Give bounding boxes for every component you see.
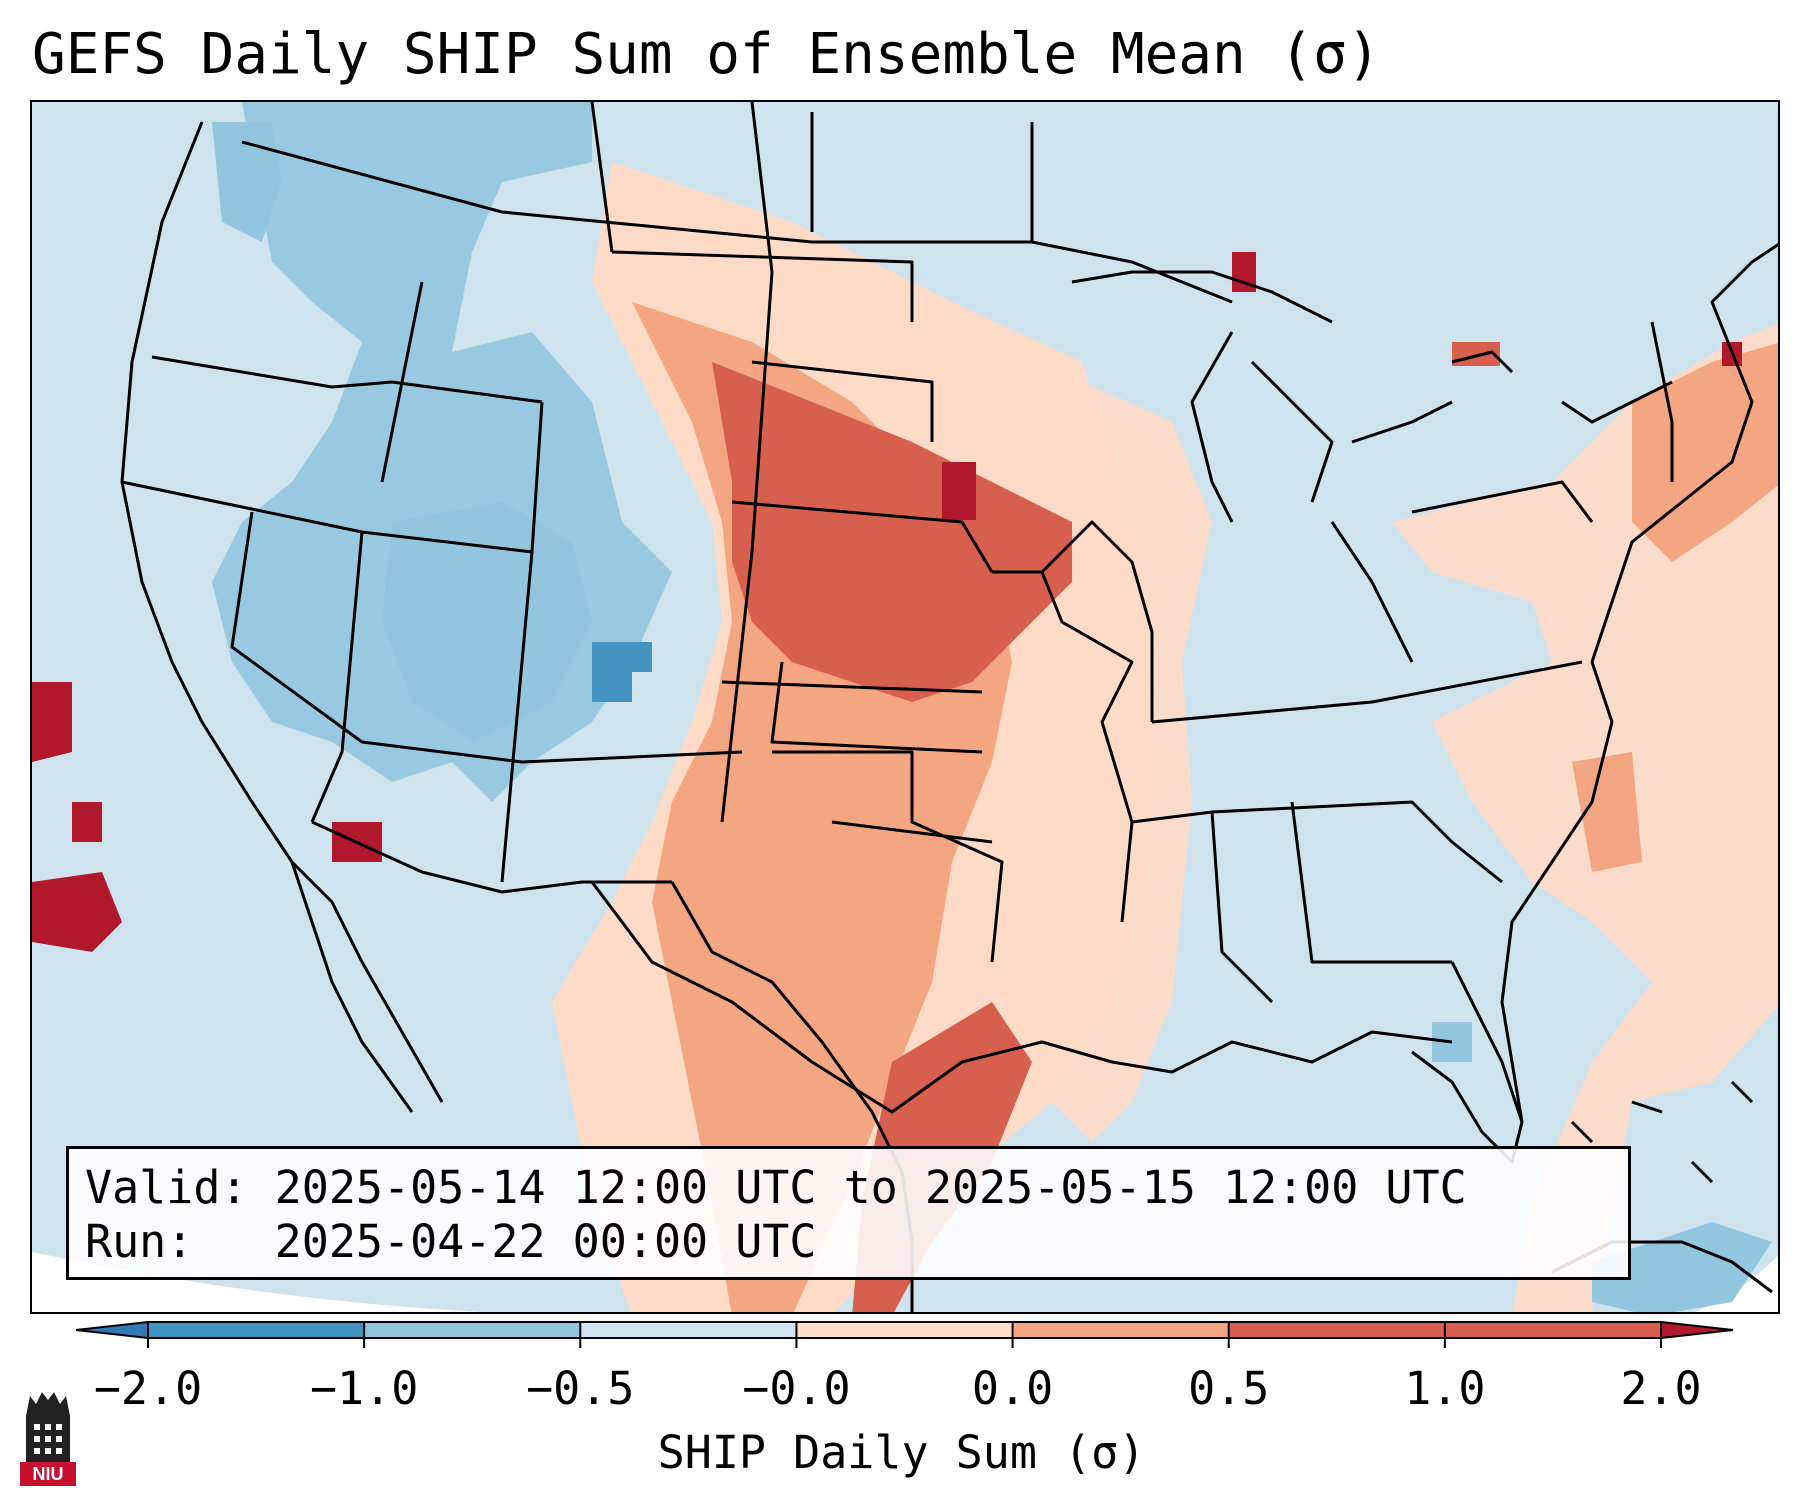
university-tower-icon: NIU xyxy=(20,1392,76,1486)
colorbar-tick-label: −2.0 xyxy=(93,1362,203,1415)
east-coast xyxy=(1500,242,1778,1123)
colorbar-segment xyxy=(1444,1322,1662,1338)
field-colorado-core xyxy=(592,642,652,702)
colorbar xyxy=(75,1320,1734,1348)
field-utah-blue xyxy=(382,502,592,742)
field-midwest-light xyxy=(1052,382,1212,1142)
map-title: GEFS Daily SHIP Sum of Ensemble Mean (σ) xyxy=(32,22,1381,87)
field-washington-blue xyxy=(212,122,282,242)
west-coast xyxy=(120,121,444,1103)
colorbar-label: SHIP Daily Sum (σ) xyxy=(657,1426,1146,1479)
great-lakes xyxy=(1071,270,1514,523)
field-plains-strong xyxy=(712,362,1072,702)
colorbar-segment xyxy=(1228,1322,1446,1338)
borders xyxy=(120,102,1778,1312)
field-atlantic-spot xyxy=(1572,752,1642,872)
colorbar-extend-low xyxy=(75,1320,149,1340)
valid-time: Valid: 2025-05-14 12:00 UTC to 2025-05-1… xyxy=(85,1161,1467,1214)
bahamas xyxy=(1570,1080,1754,1184)
colorbar-segment xyxy=(580,1322,797,1338)
colorbar-extend-high xyxy=(1660,1320,1734,1340)
florida xyxy=(1411,961,1524,1164)
field-cuba-blue xyxy=(1592,1222,1772,1312)
baja-coast xyxy=(290,861,414,1113)
colorbar-tick-label: −1.0 xyxy=(309,1362,419,1415)
domain-edge xyxy=(32,1252,483,1312)
state-lines-west xyxy=(121,102,814,894)
field-iowa-max xyxy=(942,462,976,520)
ship-field-map xyxy=(32,102,1778,1312)
us-canada-border xyxy=(241,122,1233,304)
colorbar-tick-label: 0.0 xyxy=(971,1362,1054,1415)
domain-edge-right xyxy=(1694,1255,1778,1312)
colorbar-segment xyxy=(364,1322,581,1338)
colorbar-tick-label: 2.0 xyxy=(1620,1362,1702,1415)
colorbar-tick-label: −0.0 xyxy=(742,1362,851,1415)
colorbar-segment xyxy=(1012,1322,1230,1338)
colorbar-tick-label: −0.5 xyxy=(526,1362,635,1415)
field-pacific-red xyxy=(32,682,122,952)
colorbar-segments xyxy=(75,1320,1734,1340)
colorbar-tick-label: 1.0 xyxy=(1404,1362,1486,1415)
state-lines-plains xyxy=(611,250,1004,963)
svg-text:NIU: NIU xyxy=(33,1464,64,1484)
state-lines-east xyxy=(992,321,1674,1004)
colorbar-segment xyxy=(796,1322,1014,1338)
map-panel xyxy=(30,100,1780,1314)
colorbar-tick-label: 0.5 xyxy=(1188,1362,1270,1415)
run-time: Run: 2025-04-22 00:00 UTC xyxy=(85,1215,817,1268)
gulf-coast xyxy=(590,881,1453,1114)
colorbar-ticks xyxy=(147,1322,1662,1348)
colorbar-segment xyxy=(148,1322,365,1338)
valid-run-box: Valid: 2025-05-14 12:00 UTC to 2025-05-1… xyxy=(66,1146,1631,1280)
